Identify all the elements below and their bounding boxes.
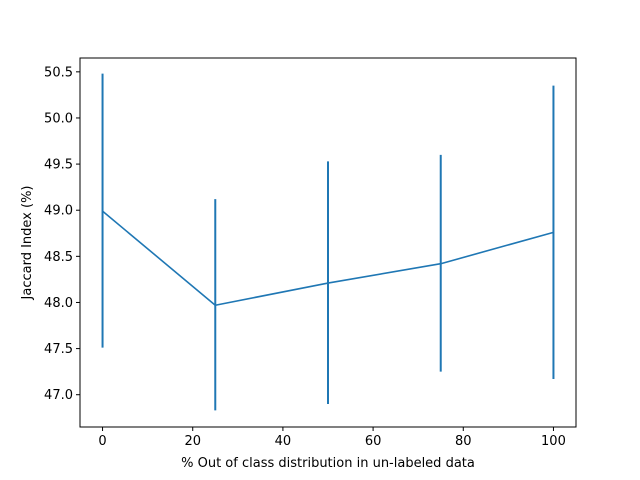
x-tick-label: 0 bbox=[98, 434, 106, 449]
y-tick-label: 47.5 bbox=[44, 342, 73, 357]
x-tick-label: 100 bbox=[541, 434, 566, 449]
x-axis-ticks: 0 20 40 60 80 100 bbox=[98, 427, 566, 449]
plot-area bbox=[101, 73, 555, 411]
y-axis-ticks: 47.0 47.5 48.0 48.5 49.0 49.5 50.0 50.5 bbox=[44, 65, 80, 403]
x-tick-label: 40 bbox=[275, 434, 292, 449]
y-tick-label: 48.0 bbox=[44, 296, 73, 311]
y-tick-label: 48.5 bbox=[44, 250, 73, 265]
y-tick-label: 50.0 bbox=[44, 111, 73, 126]
x-tick-label: 80 bbox=[455, 434, 472, 449]
y-tick-label: 50.5 bbox=[44, 65, 73, 80]
axes-frame bbox=[79, 57, 577, 428]
y-tick-label: 49.5 bbox=[44, 158, 73, 173]
y-tick-label: 47.0 bbox=[44, 388, 73, 403]
y-tick-label: 49.0 bbox=[44, 204, 73, 219]
x-axis-label: % Out of class distribution in un-labele… bbox=[181, 456, 475, 471]
y-axis-label: Jaccard Index (%) bbox=[20, 186, 35, 301]
x-tick-label: 60 bbox=[365, 434, 382, 449]
x-tick-label: 20 bbox=[184, 434, 201, 449]
